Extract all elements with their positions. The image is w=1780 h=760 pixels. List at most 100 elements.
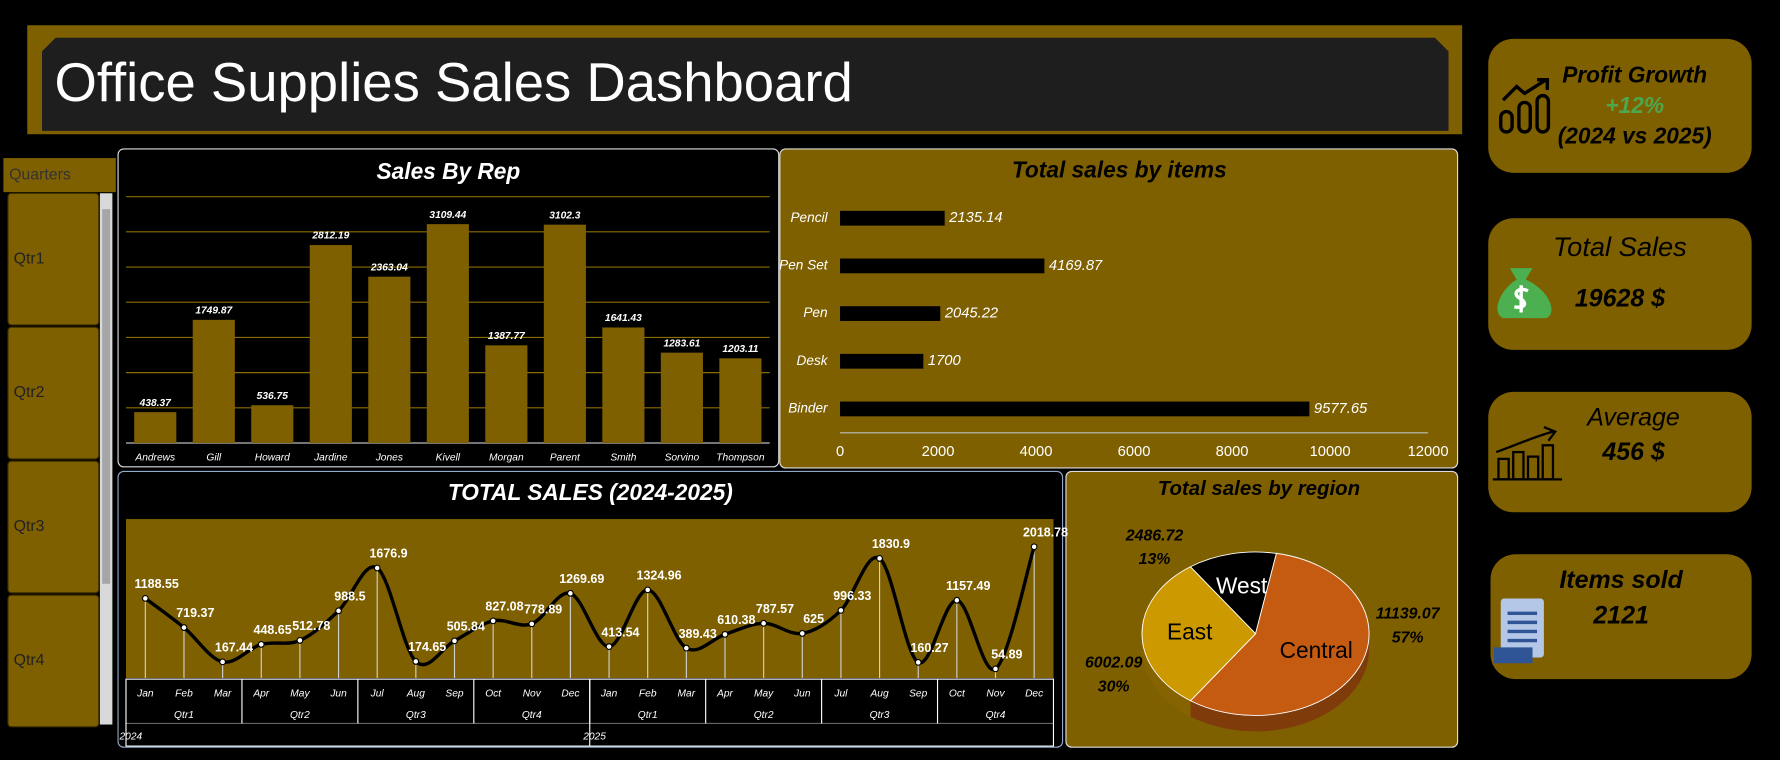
x-tick-label: 10000 xyxy=(1310,444,1351,460)
x-tick-label: Oct xyxy=(485,689,502,700)
x-tick-label: Jun xyxy=(793,689,811,700)
point xyxy=(373,564,381,572)
x-tick-label: 6000 xyxy=(1118,444,1151,460)
x-tick-label: 0 xyxy=(836,444,844,460)
data-label: 1700 xyxy=(928,353,962,369)
data-label: 448.65 xyxy=(254,623,292,637)
data-label: 610.38 xyxy=(717,613,755,627)
data-label: 625 xyxy=(803,612,824,626)
kpi-title: Total Sales xyxy=(1553,231,1687,262)
value-label: 11139.07 xyxy=(1376,606,1441,623)
point xyxy=(451,637,458,645)
data-label: 1830.9 xyxy=(872,537,910,551)
x-tick-label: Mar xyxy=(214,689,232,700)
data-label: 512.78 xyxy=(292,619,330,633)
kpi-card xyxy=(1490,554,1752,680)
slicer-item[interactable] xyxy=(7,460,100,594)
bar xyxy=(485,345,528,444)
document-icon xyxy=(1493,598,1544,664)
data-label: 438.37 xyxy=(139,398,173,409)
data-label: 3109.44 xyxy=(429,210,466,221)
point xyxy=(335,607,342,615)
slicer-item-label[interactable]: Qtr3 xyxy=(14,518,45,535)
slicer-item-label[interactable]: Qtr1 xyxy=(14,250,45,267)
data-label: 2135.14 xyxy=(948,210,1002,226)
kpi-card xyxy=(1488,391,1752,513)
x-tick-label: 12000 xyxy=(1408,444,1449,460)
x-tick-label: Sorvino xyxy=(665,452,700,463)
point xyxy=(644,586,652,594)
items-panel xyxy=(779,148,1459,469)
x-tick-label: Jun xyxy=(329,689,347,700)
point xyxy=(760,619,768,627)
average-icon xyxy=(1492,426,1563,481)
bar xyxy=(192,319,235,444)
money-icon xyxy=(1497,268,1552,319)
slicer-item[interactable] xyxy=(7,326,100,460)
data-label: 1157.49 xyxy=(946,579,990,593)
x-tick-label: Sep xyxy=(445,689,463,700)
quarter-label: Qtr1 xyxy=(638,710,658,721)
x-tick-label: Thompson xyxy=(716,452,765,463)
x-tick-label: May xyxy=(754,689,774,700)
x-tick-label: 8000 xyxy=(1216,444,1249,460)
x-tick-label: Oct xyxy=(949,689,966,700)
point xyxy=(489,617,497,625)
slicer-item-label[interactable]: Qtr2 xyxy=(14,384,45,401)
bar xyxy=(309,245,352,444)
data-label: 505.84 xyxy=(447,620,485,634)
kpi-value: 19628 $ xyxy=(1575,285,1666,313)
x-tick-label: Morgan xyxy=(489,452,524,463)
x-tick-label: Apr xyxy=(252,689,269,700)
slicer-item-label[interactable]: Qtr4 xyxy=(14,652,45,669)
bar xyxy=(543,224,586,444)
data-label: 1676.9 xyxy=(369,547,407,561)
point xyxy=(1030,543,1038,551)
x-tick-label: Apr xyxy=(716,689,733,700)
quarter-label: Qtr4 xyxy=(986,710,1006,721)
y-tick-label: Pen Set xyxy=(779,258,829,273)
x-tick-label: Jan xyxy=(136,689,154,700)
point xyxy=(798,630,806,637)
point xyxy=(953,596,961,604)
year-label: 2025 xyxy=(582,732,606,743)
x-tick-label: 2000 xyxy=(922,444,955,460)
quarter-label: Qtr4 xyxy=(522,710,542,721)
slicer-items: Qtr1 Qtr2 Qtr3 Qtr4 xyxy=(7,192,100,728)
year-label: 2024 xyxy=(118,732,142,743)
value-label: 6002.09 xyxy=(1085,654,1143,671)
x-tick-label: Parent xyxy=(550,452,581,463)
bar xyxy=(134,412,177,444)
x-tick-label: Jul xyxy=(370,689,385,700)
point xyxy=(837,606,845,614)
data-label: 1641.43 xyxy=(605,313,642,324)
slicer-item[interactable] xyxy=(7,594,100,728)
slicer-item[interactable] xyxy=(7,192,100,326)
x-tick-label: Howard xyxy=(255,452,290,463)
header-panel xyxy=(42,37,1449,131)
bar xyxy=(602,327,645,444)
data-label: 719.37 xyxy=(176,606,214,620)
data-label: 3102.3 xyxy=(549,210,581,221)
data-label: 2045.22 xyxy=(944,305,998,321)
growth-icon xyxy=(1499,78,1551,134)
data-label: 1283.61 xyxy=(663,338,700,349)
data-label: 9577.65 xyxy=(1314,401,1368,417)
quarter-label: Qtr2 xyxy=(290,710,310,721)
data-label: 1324.96 xyxy=(637,569,682,583)
x-tick-label: Dec xyxy=(561,689,579,700)
data-label: 996.33 xyxy=(833,589,871,603)
data-label: 1749.87 xyxy=(195,305,233,316)
x-tick-label: Nov xyxy=(986,689,1005,700)
scroll-thumb[interactable] xyxy=(102,209,111,584)
data-label: 778.89 xyxy=(524,603,562,617)
data-label: 787.57 xyxy=(756,602,794,616)
x-tick-label: Aug xyxy=(406,689,425,700)
share-label: 30% xyxy=(1098,678,1130,695)
kpi-title: Profit Growth xyxy=(1562,61,1707,87)
slicer-title: Quarters xyxy=(9,166,71,183)
x-tick-label: Aug xyxy=(869,689,888,700)
y-tick-label: Binder xyxy=(788,401,828,416)
pie-side xyxy=(1190,633,1370,732)
